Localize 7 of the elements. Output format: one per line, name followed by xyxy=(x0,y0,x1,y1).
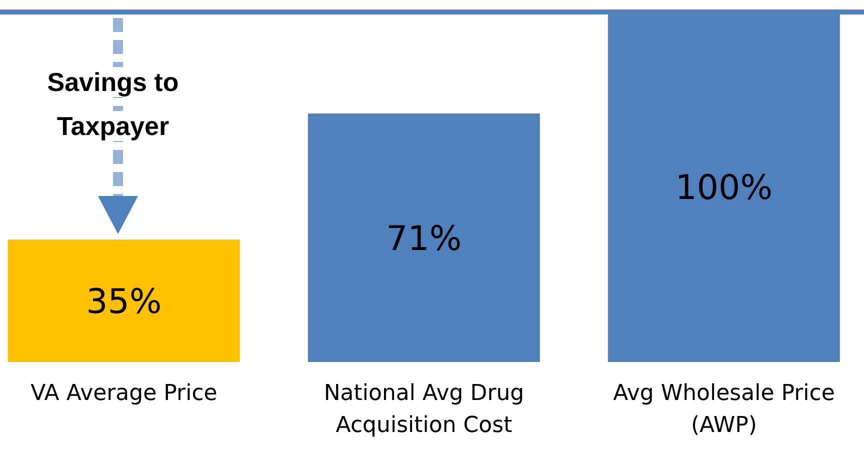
x-tick-label: National Avg Drug Acquisition Cost xyxy=(324,381,524,438)
x-tick-label: VA Average Price xyxy=(30,381,218,406)
data-label: 71% xyxy=(386,218,462,259)
data-label: 35% xyxy=(86,282,162,322)
data-label: 100% xyxy=(675,168,772,208)
x-tick-label: Avg Wholesale Price (AWP) xyxy=(613,381,835,438)
annotation: Savings to Taxpayer xyxy=(47,67,179,141)
